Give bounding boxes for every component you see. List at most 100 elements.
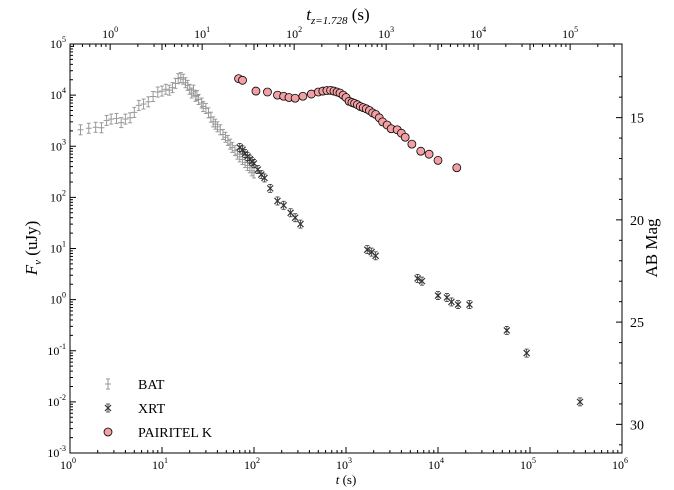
right-axis-title: AB Mag (642, 218, 661, 278)
data-point (195, 94, 202, 106)
data-point (298, 91, 308, 101)
top-x-tick-label: 100 (102, 25, 118, 41)
data-point (85, 122, 92, 134)
data-point (150, 90, 157, 102)
top-x-tick-label: 101 (194, 25, 210, 41)
data-point (122, 113, 129, 125)
data-point (434, 291, 442, 300)
top-x-tick-label: 102 (286, 25, 302, 41)
legend: BAT XRT PAIRITEL K (103, 378, 212, 441)
x-tick-label: 101 (152, 456, 168, 472)
data-layer (77, 72, 584, 407)
data-point (127, 112, 134, 124)
mag-tick-label: 15 (630, 112, 644, 127)
data-point (368, 247, 376, 257)
legend-label: PAIRITEL K (138, 426, 212, 441)
series-bat (77, 72, 257, 179)
data-point (400, 132, 410, 142)
data-point (466, 300, 473, 309)
data-point (219, 128, 226, 140)
mag-tick-label: 25 (630, 316, 644, 331)
data-point (433, 155, 443, 165)
data-point (291, 213, 299, 223)
y-tick-label: 100 (50, 291, 66, 307)
data-point (251, 86, 261, 96)
data-point (251, 167, 257, 179)
data-point (239, 145, 246, 155)
data-point (452, 163, 462, 173)
y-tick-label: 10-2 (47, 393, 66, 409)
data-point (416, 146, 426, 156)
data-point (140, 98, 147, 110)
y-tick-label: 101 (50, 240, 66, 256)
x-tick-label: 103 (336, 456, 352, 472)
y-tick-label: 105 (50, 35, 66, 51)
data-point (448, 297, 455, 307)
data-point (424, 149, 434, 159)
data-point (363, 245, 371, 255)
top-x-tick-label: 104 (470, 25, 486, 41)
data-point (169, 82, 176, 94)
data-point (274, 196, 281, 206)
top-x-tick-label: 105 (562, 25, 578, 41)
data-point (280, 200, 288, 210)
x-tick-label: 100 (60, 456, 76, 472)
data-point (154, 86, 161, 98)
data-point (266, 183, 274, 193)
series-xrt (236, 142, 584, 407)
x-axis-title: t (s) (336, 472, 357, 487)
y-tick-label: 10-3 (47, 444, 66, 460)
axes-layer: 100 101 102 103 104 105 106 100 101 102 103 104 105 1… (47, 25, 644, 472)
data-point (287, 208, 295, 218)
data-point (108, 113, 115, 125)
y-tick-label: 103 (50, 137, 66, 153)
data-point (118, 117, 125, 129)
data-point (166, 84, 173, 96)
series-pairitel-k (234, 74, 462, 173)
data-point (175, 73, 182, 85)
legend-marker (103, 427, 113, 437)
data-point (184, 79, 191, 91)
data-point (261, 173, 268, 183)
y-tick-label: 10-1 (47, 342, 66, 358)
legend-label: XRT (138, 402, 166, 417)
data-point (98, 122, 105, 134)
data-point (202, 102, 209, 114)
legend-marker (105, 378, 111, 390)
data-point (162, 83, 169, 95)
data-point (113, 112, 120, 124)
x-tick-label: 105 (520, 456, 536, 472)
data-point (77, 124, 84, 136)
top-x-tick-label: 103 (378, 25, 394, 41)
data-point (414, 274, 422, 283)
data-point (418, 276, 426, 286)
data-point (523, 348, 531, 358)
x-tick-label: 106 (612, 456, 628, 472)
data-point (503, 326, 511, 335)
data-point (200, 100, 207, 112)
x-tick-label: 104 (428, 456, 444, 472)
x-tick-label: 102 (244, 456, 260, 472)
data-point (263, 87, 272, 97)
mag-tick-label: 30 (630, 418, 644, 433)
data-point (131, 106, 138, 118)
y-tick-label: 102 (50, 188, 66, 204)
data-point (145, 96, 152, 108)
data-point (290, 93, 300, 103)
mag-tick-label: 20 (630, 214, 644, 229)
data-point (214, 121, 221, 133)
data-point (407, 139, 417, 149)
data-point (297, 219, 304, 229)
data-point (454, 300, 462, 309)
data-point (254, 165, 262, 174)
legend-label: BAT (138, 378, 165, 393)
top-axis-title: tz=1.728 (s) (306, 5, 369, 27)
y-axis-title: Fν (uJy) (22, 221, 44, 276)
legend-marker (104, 403, 112, 413)
data-point (135, 99, 142, 111)
data-point (103, 114, 110, 126)
data-point (92, 121, 99, 133)
data-point (238, 75, 247, 85)
data-point (372, 251, 380, 261)
data-point (159, 85, 165, 97)
